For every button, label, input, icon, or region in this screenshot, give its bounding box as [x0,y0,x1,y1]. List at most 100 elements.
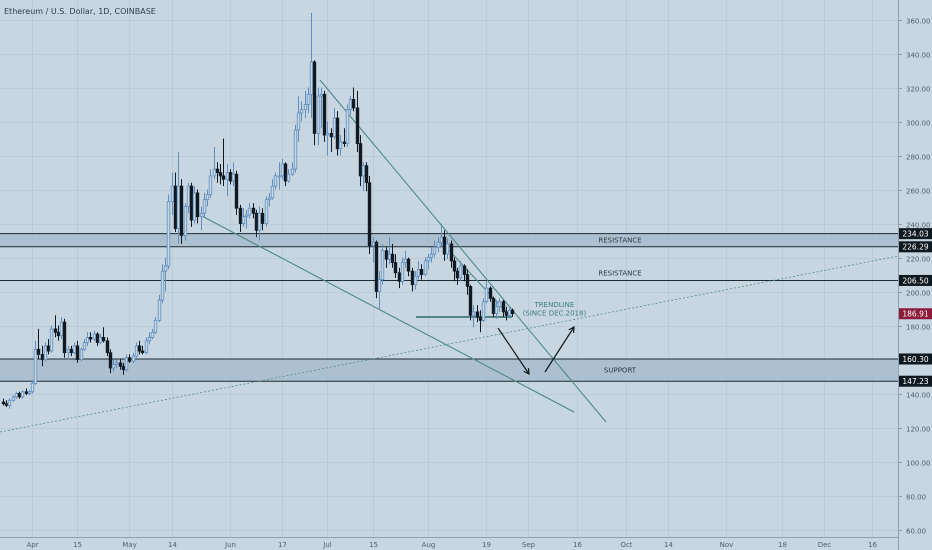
time-tick-label: 15 [73,541,82,549]
zones [0,233,898,382]
candle-body [387,253,392,260]
price-axis: 60.0080.00100.00120.00140.00160.00180.00… [898,0,931,550]
time-tick-label: Aug [422,541,436,549]
trendline-annotation: TRENDLINE [534,301,575,309]
candle-body [380,250,385,280]
candle-body [225,172,230,180]
candle-body [403,258,408,264]
price-tick-label: 300.00 [906,120,931,128]
down-arrow [497,327,530,375]
grid [0,0,898,537]
candle-body [24,391,29,394]
candle-body [82,342,87,350]
candle-body [290,168,295,175]
candle-body [108,352,113,369]
price-tag-label: 160.30 [902,355,928,364]
price-tick-label: 180.00 [906,324,931,332]
candle-body [170,185,175,202]
time-tick-label: 14 [664,541,673,549]
price-tag-label: 186.91 [902,310,928,319]
candle-body [507,309,512,316]
candle-body [462,265,467,275]
candle-body [319,93,324,97]
zone-label: RESISTANCE [598,237,641,245]
candle-body [134,345,139,357]
candle-body [144,340,149,354]
candle-body [199,212,204,218]
candle-body [36,348,41,355]
candle-body [27,391,32,394]
candle-body [371,241,376,246]
candle-body [241,216,246,224]
candle-body [273,175,278,187]
candle-body [351,99,356,109]
candle-body [329,132,334,138]
candle-body [234,173,239,209]
candle-body [397,272,402,282]
lower-wedge-line [199,214,575,413]
candle-body [212,168,217,177]
candle-body [303,104,308,110]
candle-body [92,333,97,340]
price-tag [899,375,932,387]
price-tick-label: 120.00 [906,426,931,434]
candle-body [406,258,411,272]
candle-body [393,262,398,274]
candle-body [179,185,184,236]
candle-body [264,199,269,224]
candle-body [367,182,372,246]
candle-body [101,336,106,342]
candle-body [46,345,51,352]
candle-body [270,185,275,199]
candle-body [455,270,460,279]
trendline-annotation: (SINCE DEC.2018) [523,309,587,317]
candle-body [296,112,301,131]
candle-body [364,165,369,184]
candle-body [257,212,262,231]
candle-body [332,117,337,138]
candle-body [17,393,22,398]
candle-body [195,192,200,218]
time-tick-label: May [122,541,136,549]
candle-body [166,200,171,267]
candle-body [481,301,486,321]
candle-body [316,95,321,134]
candle-body [439,236,444,243]
candle-body [157,299,162,321]
candle-body [88,336,93,340]
candle-body [348,99,353,111]
candle-body [358,143,363,177]
time-tick-label: Apr [26,541,38,549]
price-tag [899,241,932,253]
candle-body [465,274,470,287]
candle-body [49,328,54,352]
price-tick-label: 360.00 [906,18,931,26]
candle-body [410,270,415,286]
candle-body [283,163,288,182]
up-arrow-head [568,325,575,334]
candle-body [416,268,421,277]
candle-body [426,257,431,262]
time-tick-label: Jul [322,541,332,549]
candle-body [4,403,9,406]
candle-body [501,301,506,313]
candle-body [124,357,129,371]
price-tag [899,274,932,286]
candle-body [98,336,103,343]
time-tick-label: 15 [369,541,378,549]
time-tick-label: 17 [278,541,287,549]
candle-body [189,185,194,221]
price-tick-label: 140.00 [906,392,931,400]
candle-body [137,345,142,352]
candle-body [153,319,158,333]
time-tick-label: Jun [224,541,236,549]
candle-body [413,275,418,286]
candles [1,12,515,409]
time-tick-label: Oct [620,541,632,549]
candle-body [299,109,304,114]
candle-body [280,163,285,177]
candle-body [11,396,16,401]
candle-body [221,175,226,180]
candle-body [491,297,496,314]
